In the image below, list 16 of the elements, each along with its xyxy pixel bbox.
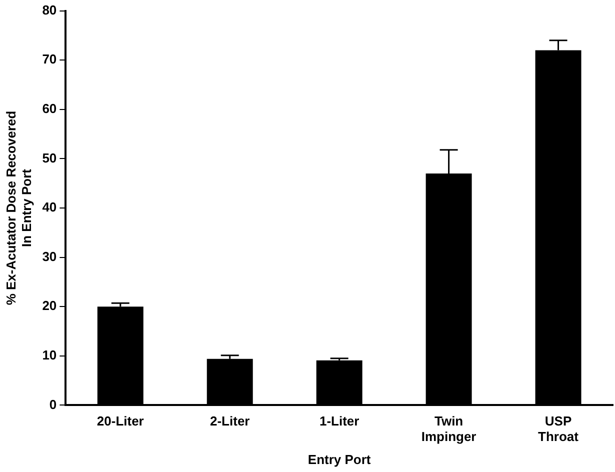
x-tick-label: 1-Liter: [319, 414, 360, 429]
y-tick-label: 50: [42, 150, 57, 166]
y-tick-label: 20: [42, 298, 57, 314]
x-tick-label: 20-Liter: [96, 414, 144, 429]
x-tick-label: Twin Impinger: [421, 414, 476, 444]
y-tick-label: 40: [42, 200, 57, 215]
y-axis-title: % Ex-Acutator Dose Recovered In Entry Port: [3, 110, 34, 306]
y-tick-label: 10: [42, 347, 57, 362]
y-tick-label: 70: [42, 52, 57, 67]
y-tick-label: 30: [42, 248, 57, 264]
x-tick-label: USP Throat: [538, 414, 580, 444]
y-tick-label: 60: [42, 100, 57, 116]
x-axis-title: Entry Port: [308, 452, 372, 467]
y-tick-label: 80: [42, 2, 57, 18]
x-tick-label: 2-Liter: [210, 414, 250, 429]
y-tick-label: 0: [49, 396, 57, 412]
